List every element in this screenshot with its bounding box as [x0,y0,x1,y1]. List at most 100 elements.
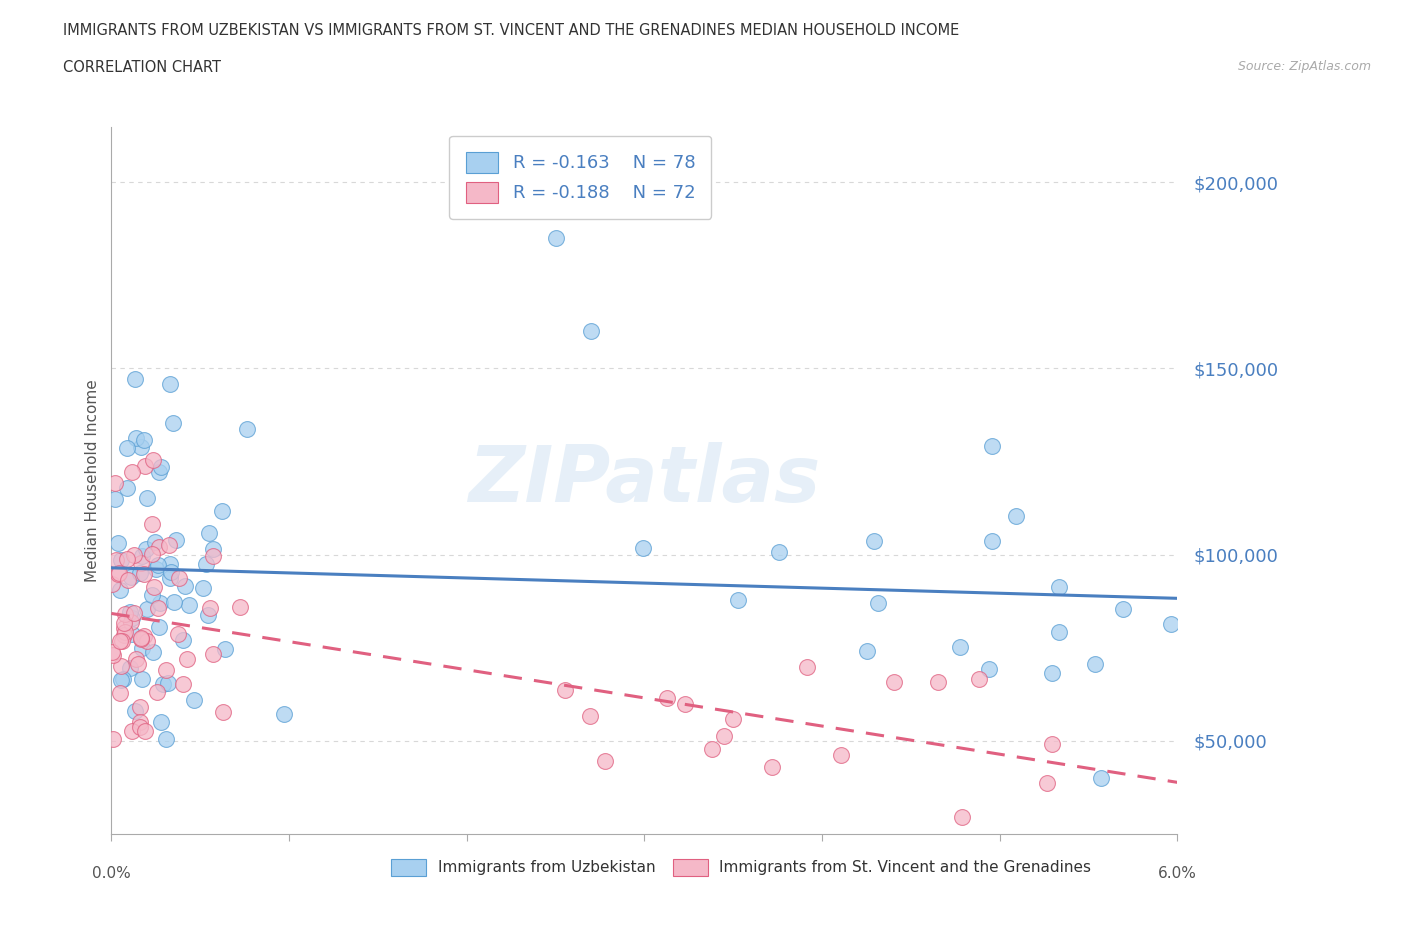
Point [166,627,188,642]
Point [159,377,181,392]
Point [866,595,889,610]
Point [236,422,259,437]
Point [122,548,145,563]
Point [152,677,174,692]
Point [977,662,1000,677]
Point [118,661,141,676]
Point [856,644,879,658]
Point [1112,602,1135,617]
Point [761,759,783,774]
Text: Source: ZipAtlas.com: Source: ZipAtlas.com [1237,60,1371,73]
Point [727,592,749,607]
Point [118,604,141,619]
Point [155,732,177,747]
Point [160,565,183,579]
Point [723,711,745,726]
Point [129,566,152,581]
Point [121,465,143,480]
Text: 0.0%: 0.0% [91,866,131,882]
Point [214,642,236,657]
Point [110,552,132,567]
Point [1160,617,1182,631]
Point [117,573,139,588]
Point [176,652,198,667]
Point [131,671,153,686]
Point [129,714,152,729]
Point [177,597,200,612]
Point [830,748,852,763]
Point [553,683,575,698]
Point [862,533,884,548]
Point [108,565,131,580]
Text: IMMIGRANTS FROM UZBEKISTAN VS IMMIGRANTS FROM ST. VINCENT AND THE GRENADINES MED: IMMIGRANTS FROM UZBEKISTAN VS IMMIGRANTS… [63,23,959,38]
Point [129,631,152,645]
Point [150,715,173,730]
Point [927,674,949,689]
Point [202,549,225,564]
Point [107,566,129,581]
Point [141,516,163,531]
Point [883,675,905,690]
Point [117,481,139,496]
Point [129,440,152,455]
Point [967,671,990,686]
Point [148,619,170,634]
Point [145,562,167,577]
Point [111,633,134,648]
Point [579,708,602,723]
Point [121,627,143,642]
Text: CORRELATION CHART: CORRELATION CHART [63,60,221,75]
Point [141,547,163,562]
Point [112,616,135,631]
Point [198,525,221,540]
Point [1084,657,1107,671]
Point [108,686,131,701]
Point [103,648,125,663]
Point [165,533,187,548]
Point [768,544,790,559]
Point [135,490,157,505]
Point [129,720,152,735]
Point [121,724,143,738]
Point [141,587,163,602]
Point [125,431,148,445]
Point [1005,509,1028,524]
Point [135,541,157,556]
Point [544,231,567,246]
Point [1047,624,1070,639]
Text: Immigrants from Uzbekistan: Immigrants from Uzbekistan [437,859,655,874]
Point [112,628,135,643]
Point [201,542,224,557]
Point [136,602,159,617]
Point [198,601,221,616]
Point [124,371,146,386]
Point [129,555,152,570]
Point [105,552,128,567]
Point [174,578,197,593]
Point [195,556,218,571]
Point [128,699,150,714]
Point [115,440,138,455]
Point [202,647,225,662]
Point [273,707,295,722]
Point [104,475,127,490]
Point [172,677,194,692]
Point [120,570,142,585]
Point [157,538,180,552]
Point [132,629,155,644]
Point [700,742,723,757]
Point [1040,737,1063,751]
Point [981,534,1004,549]
Point [211,504,233,519]
Point [162,416,184,431]
Point [110,672,132,687]
Point [1090,770,1112,785]
Point [949,639,972,654]
Point [132,566,155,581]
Point [131,641,153,656]
Point [114,606,136,621]
Point [172,632,194,647]
Point [796,659,818,674]
Point [100,577,122,591]
Point [1040,666,1063,681]
